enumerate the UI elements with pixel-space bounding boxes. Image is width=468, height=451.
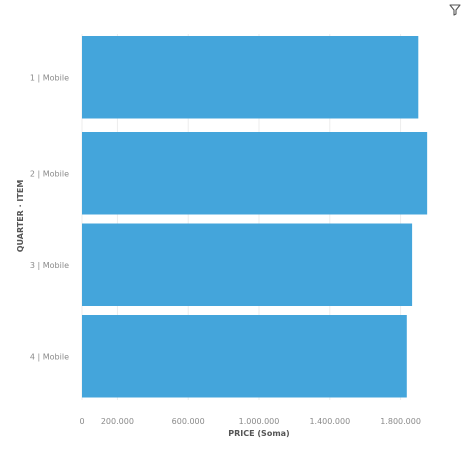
x-axis-title: PRICE (Soma) [228, 429, 289, 438]
x-tick-label: 600.000 [172, 417, 205, 426]
x-tick-label: 1.000.000 [239, 417, 280, 426]
filter-icon[interactable] [448, 2, 462, 16]
bar[interactable] [82, 36, 419, 119]
x-tick-label: 1.400.000 [309, 417, 350, 426]
x-tick-labels: 0 200.000 600.000 1.000.000 1.400.000 1.800.0… [79, 417, 421, 426]
y-tick-label: 1 | Mobile [30, 73, 69, 82]
y-tick-label: 2 | Mobile [30, 169, 69, 178]
bar[interactable] [82, 315, 407, 398]
y-tick-labels: 1 | Mobile 2 | Mobile 3 | Mobile 4 | Mobile [30, 73, 69, 361]
y-tick-label: 3 | Mobile [30, 261, 69, 270]
x-tick-label: 200.000 [101, 417, 134, 426]
bars [82, 36, 428, 398]
x-tick-label: 1.800.000 [380, 417, 421, 426]
x-tick-label: 0 [79, 417, 84, 426]
bar[interactable] [82, 132, 428, 215]
y-tick-label: 4 | Mobile [30, 352, 69, 361]
bar[interactable] [82, 223, 413, 307]
y-axis-title: QUARTER · ITEM [16, 180, 25, 253]
filter-icon-glyph [449, 4, 461, 16]
